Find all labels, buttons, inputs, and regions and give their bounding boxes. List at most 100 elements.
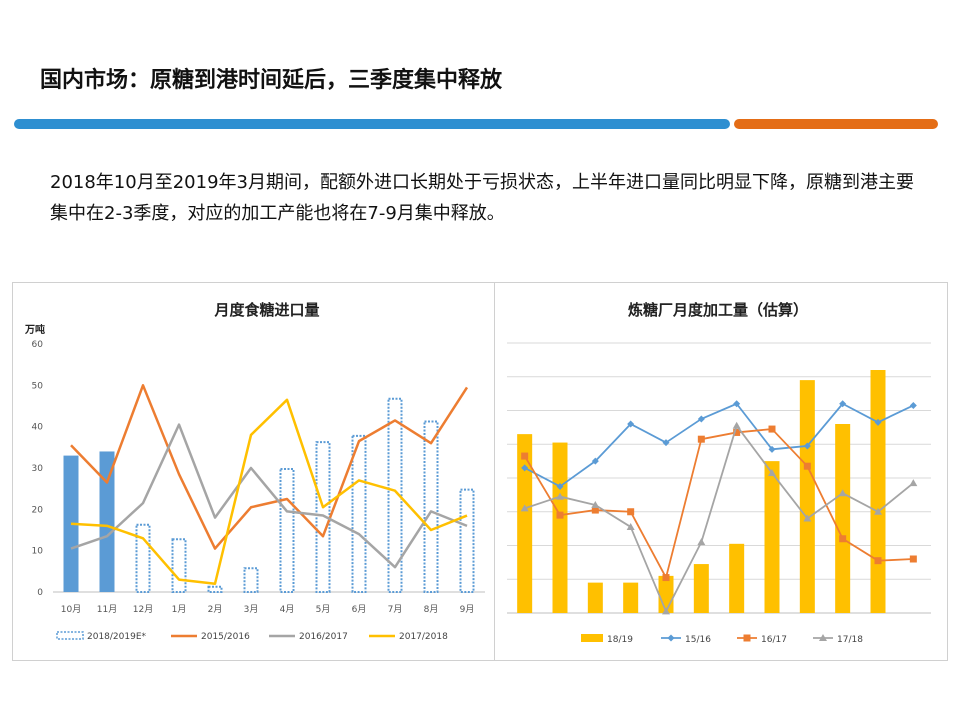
point-15-16: [768, 445, 776, 453]
line-series-2017-2018: [70, 398, 468, 585]
point-15-16: [697, 415, 705, 423]
point-16-17: [768, 425, 776, 433]
chart-panel-monthly-imports: 月度食糖进口量 万吨 0 10 20 30 40 50 60 10月 11月 12月 1月 2月 3月 4…: [12, 282, 495, 661]
bar-2018-2019: [99, 451, 115, 592]
bar-18-19: [517, 434, 533, 613]
point-16-17: [591, 506, 599, 514]
point-15-16: [874, 418, 882, 426]
slide-description: 2018年10月至2019年3月期间，配额外进口长期处于亏损状态，上半年进口量同…: [50, 172, 914, 224]
point-17-18: [909, 479, 918, 487]
x-tick-label: 1月: [172, 604, 187, 615]
point-16-17: [733, 428, 741, 436]
point-16-17: [803, 462, 811, 470]
y-tick-label: 30: [32, 464, 44, 474]
x-tick-label: 2月: [208, 604, 223, 615]
point-15-16: [839, 400, 847, 408]
point-16-17: [874, 557, 882, 565]
point-16-17: [627, 508, 635, 516]
x-tick-label: 10月: [61, 604, 81, 615]
y-tick-label: 50: [32, 381, 44, 391]
title-underline-blue: [14, 119, 730, 129]
legend-swatch: [56, 631, 84, 640]
point-16-17: [909, 555, 917, 563]
line-series-16-17: [523, 428, 914, 579]
bar-2018-2019-estimate: [243, 567, 259, 594]
x-tick-label: 8月: [424, 604, 439, 615]
point-15-16: [591, 457, 599, 465]
bar-18-19: [693, 564, 709, 613]
point-17-18: [556, 492, 564, 500]
line-series-17-18: [524, 424, 914, 613]
bar-18-19: [623, 582, 639, 613]
line-series-15-16: [524, 402, 914, 488]
chart-title: 炼糖厂月度加工量（估算）: [628, 301, 808, 319]
y-tick-label: 40: [32, 423, 44, 433]
bar-2018-2019-estimate: [135, 523, 151, 593]
x-tick-label: 5月: [316, 604, 331, 615]
point-15-16: [556, 482, 564, 490]
point-17-18: [626, 522, 635, 530]
legend-label: 2017/2018: [399, 632, 448, 642]
y-axis-unit: 万吨: [24, 323, 45, 336]
point-17-18: [768, 468, 776, 476]
y-tick-label: 60: [32, 340, 44, 350]
point-17-18: [732, 421, 741, 429]
legend-label: 2015/2016: [201, 632, 250, 642]
bar-2018-2019-estimate: [351, 434, 367, 593]
x-tick-label: 12月: [133, 604, 153, 615]
point-15-16: [627, 420, 635, 428]
legend-marker: [667, 634, 675, 642]
point-16-17: [697, 435, 705, 443]
legend-label: 18/19: [607, 635, 633, 645]
point-16-17: [662, 574, 670, 582]
bar-18-19: [835, 424, 851, 613]
legend-swatch: [581, 634, 603, 642]
processing-chart-svg: 炼糖厂月度加工量（估算） 18/19 15/16 16/17 17/18: [507, 301, 931, 645]
bar-2018-2019-estimate: [459, 488, 475, 594]
legend-label: 16/17: [761, 635, 787, 645]
legend-label: 2016/2017: [299, 632, 348, 642]
legend-label: 17/18: [837, 635, 863, 645]
bar-2018-2019-estimate: [171, 538, 187, 593]
bar-2018-2019-estimate: [207, 585, 223, 593]
line-series-2015-2016: [70, 384, 469, 550]
x-tick-label: 3月: [244, 604, 259, 615]
point-15-16: [909, 401, 917, 409]
bar-2018-2019-estimate: [387, 397, 403, 593]
title-underline-orange: [734, 119, 938, 129]
x-tick-label: 11月: [97, 604, 117, 615]
bar-18-19: [587, 582, 603, 613]
slide-title: 国内市场：原糖到港时间延后，三季度集中释放: [40, 68, 503, 93]
y-tick-label: 0: [37, 588, 43, 598]
chart-panel-refinery-processing: 炼糖厂月度加工量（估算） 18/19 15/16 16/17 17/18: [494, 282, 948, 661]
point-15-16: [733, 400, 741, 408]
point-17-18: [591, 501, 600, 508]
bar-2018-2019-estimate: [423, 420, 439, 593]
point-17-18: [520, 504, 529, 512]
bar-18-19: [552, 442, 568, 613]
x-tick-label: 6月: [352, 604, 367, 615]
legend-marker: [743, 634, 751, 642]
point-16-17: [839, 535, 847, 543]
x-tick-label: 9月: [460, 604, 475, 615]
point-17-18: [838, 489, 847, 497]
bar-2018-2019-estimate: [279, 468, 295, 593]
point-17-18: [662, 607, 670, 615]
legend-label: 15/16: [685, 635, 711, 645]
y-tick-label: 20: [32, 505, 44, 515]
y-tick-label: 10: [32, 547, 44, 557]
point-15-16: [803, 442, 811, 450]
chart-title: 月度食糖进口量: [213, 301, 319, 319]
point-17-18: [874, 507, 882, 515]
x-tick-label: 7月: [388, 604, 403, 615]
bar-18-19: [729, 543, 745, 613]
import-chart-svg: 月度食糖进口量 万吨 0 10 20 30 40 50 60 10月 11月 12月 1月 2月 3月 4…: [24, 301, 485, 642]
point-17-18: [697, 538, 706, 546]
point-17-18: [803, 514, 812, 522]
bar-18-19: [764, 461, 780, 613]
bar-18-19: [799, 380, 815, 613]
line-series-2016-2017: [70, 423, 468, 569]
legend-marker: [819, 634, 827, 641]
point-16-17: [521, 452, 529, 460]
legend-label: 2018/2019E*: [87, 632, 147, 642]
